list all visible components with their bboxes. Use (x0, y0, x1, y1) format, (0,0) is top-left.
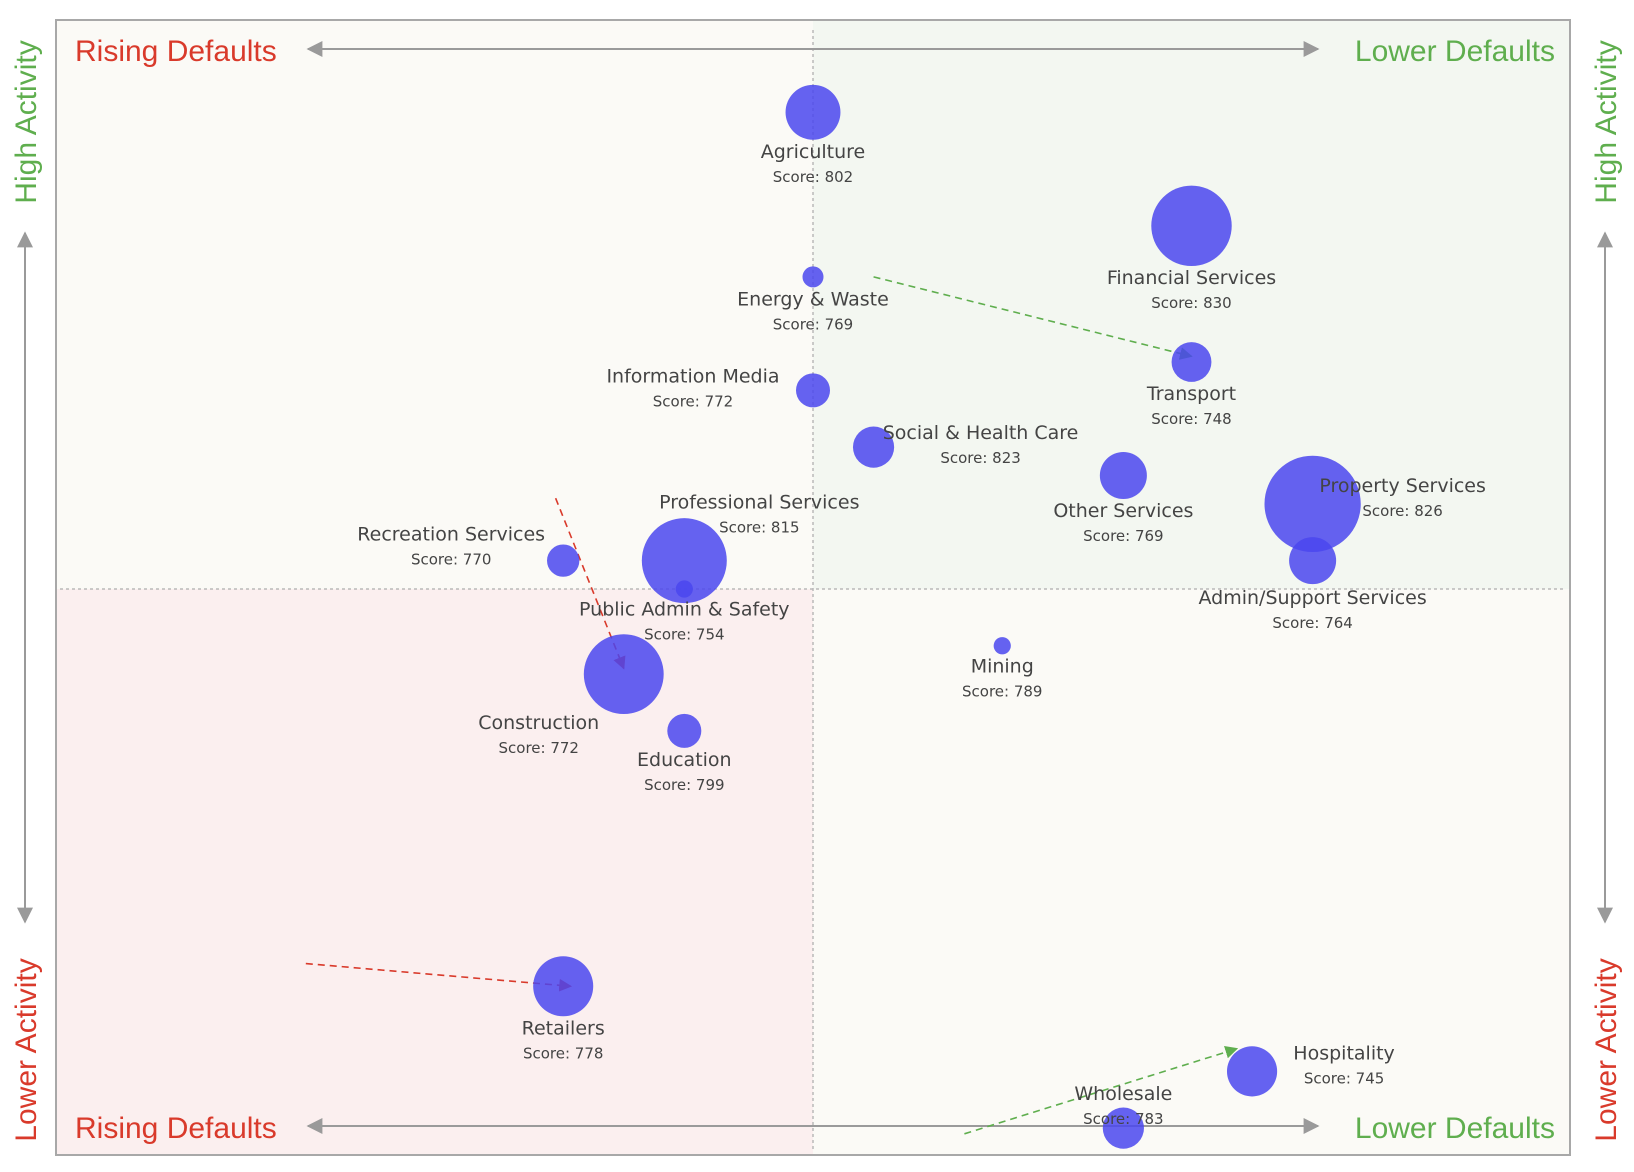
score-retailers: Score: 778 (523, 1044, 603, 1062)
bubble-information-media[interactable] (795, 373, 831, 408)
plot-border (55, 19, 1571, 1156)
quadrant-top-right (813, 20, 1570, 589)
movement-arrows (305, 276, 1239, 1135)
left-high-activity-label: High Activity (10, 40, 43, 203)
top-right-lower-defaults-label: Lower Defaults (1355, 35, 1555, 68)
label-financial-services: Financial Services (1107, 267, 1276, 289)
label-admin-support-services: Admin/Support Services (1199, 587, 1427, 609)
bubble-admin-support-services[interactable] (1289, 537, 1337, 585)
movement-arrow-3 (305, 962, 573, 992)
movement-arrow-1 (873, 276, 1193, 360)
score-agriculture: Score: 802 (773, 168, 853, 186)
bubble-transport[interactable] (1171, 342, 1212, 382)
bottom-left-rising-defaults-label: Rising Defaults (75, 1112, 277, 1145)
bubble-social-and-health-care[interactable] (852, 426, 895, 468)
bubble-construction[interactable] (583, 634, 664, 715)
bubble-professional-services[interactable] (641, 518, 727, 604)
label-transport: Transport (1146, 383, 1236, 405)
score-wholesale: Score: 783 (1083, 1110, 1163, 1128)
right-lower-activity-label: Lower Activity (1590, 958, 1623, 1141)
bubble-recreation-services[interactable] (547, 544, 580, 577)
score-energy-and-waste: Score: 769 (773, 315, 853, 333)
bubble-wholesale[interactable] (1102, 1107, 1144, 1149)
bubble-agriculture[interactable] (785, 84, 841, 140)
bubble-energy-and-waste[interactable] (802, 266, 824, 288)
label-construction: Construction (478, 712, 599, 734)
quadrant-bottom-left (56, 589, 813, 1155)
quadrant-top-left (56, 20, 813, 589)
score-social-and-health-care: Score: 823 (940, 449, 1020, 467)
score-property-services: Score: 826 (1362, 502, 1442, 520)
score-mining: Score: 789 (962, 682, 1042, 700)
label-information-media: Information Media (606, 365, 779, 387)
bubble-other-services[interactable] (1099, 451, 1147, 500)
label-other-services: Other Services (1053, 500, 1193, 522)
sector-labels: Agriculture Score: 802 Financial Services S… (357, 141, 1486, 1128)
score-recreation-services: Score: 770 (411, 551, 491, 569)
movement-arrow-2 (554, 497, 626, 670)
score-education: Score: 799 (644, 776, 724, 794)
quadrant-bottom-right (813, 589, 1570, 1155)
bottom-right-lower-defaults-label: Lower Defaults (1355, 1112, 1555, 1145)
label-social-and-health-care: Social & Health Care (883, 422, 1079, 444)
top-left-rising-defaults-label: Rising Defaults (75, 35, 277, 68)
score-other-services: Score: 769 (1083, 527, 1163, 545)
score-financial-services: Score: 830 (1151, 294, 1231, 312)
score-admin-support-services: Score: 764 (1272, 614, 1352, 632)
label-property-services: Property Services (1319, 475, 1486, 497)
bubble-mining[interactable] (993, 637, 1011, 655)
label-mining: Mining (971, 655, 1034, 677)
sector-bubbles (533, 84, 1361, 1149)
bubble-retailers[interactable] (533, 956, 594, 1017)
label-public-admin-and-safety: Public Admin & Safety (579, 599, 790, 621)
left-lower-activity-label: Lower Activity (10, 958, 43, 1141)
bubble-public-admin-and-safety[interactable] (675, 580, 693, 598)
label-education: Education (637, 749, 732, 771)
score-professional-services: Score: 815 (719, 519, 799, 537)
label-agriculture: Agriculture (761, 141, 866, 163)
label-retailers: Retailers (522, 1017, 605, 1039)
bubble-hospitality[interactable] (1226, 1046, 1278, 1097)
score-transport: Score: 748 (1151, 410, 1231, 428)
score-construction: Score: 772 (499, 739, 579, 757)
bubble-education[interactable] (667, 713, 702, 748)
score-hospitality: Score: 745 (1304, 1069, 1384, 1087)
label-energy-and-waste: Energy & Waste (737, 288, 889, 310)
label-recreation-services: Recreation Services (357, 524, 545, 546)
label-professional-services: Professional Services (659, 492, 859, 514)
bubble-financial-services[interactable] (1151, 185, 1232, 267)
score-public-admin-and-safety: Score: 754 (644, 626, 724, 644)
right-high-activity-label: High Activity (1590, 40, 1623, 203)
label-wholesale: Wholesale (1074, 1083, 1172, 1105)
label-hospitality: Hospitality (1293, 1042, 1395, 1064)
score-information-media: Score: 772 (653, 392, 733, 410)
bubble-property-services[interactable] (1264, 455, 1361, 552)
